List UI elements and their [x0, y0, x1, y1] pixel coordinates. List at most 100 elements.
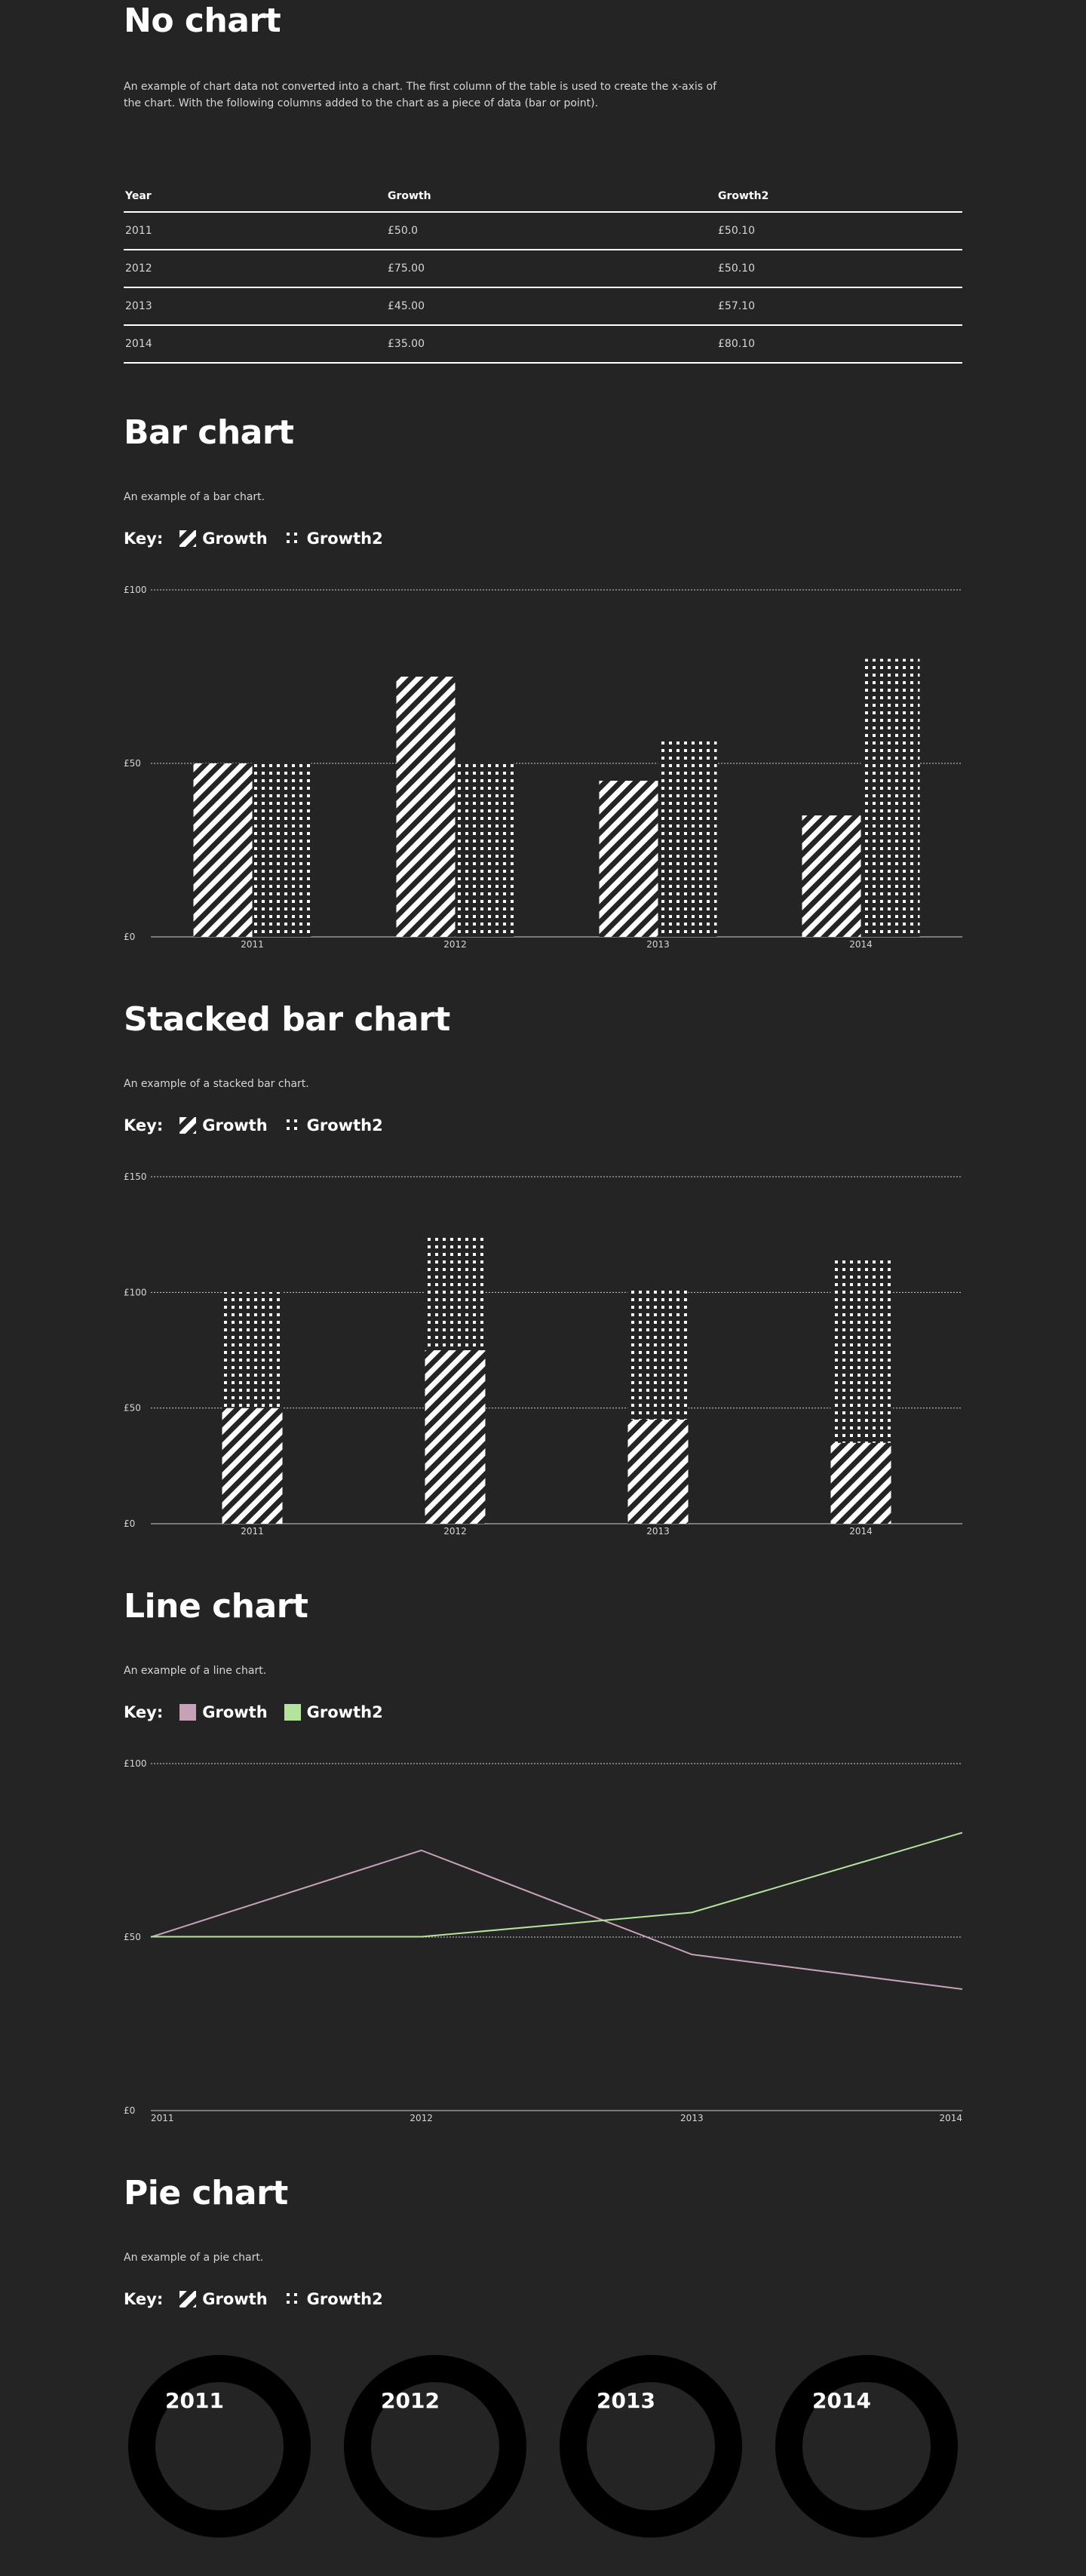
legend-label: Growth	[202, 1116, 268, 1134]
pie-chart-2013: 2013	[555, 2350, 742, 2538]
key-label: Key:	[124, 2290, 164, 2308]
table-cell: 2012	[124, 250, 386, 288]
pie-year-label: 2012	[381, 2388, 440, 2413]
key-label: Key:	[124, 1703, 164, 1721]
bar-growth2	[658, 738, 717, 937]
x-tick-label: 2012	[443, 939, 467, 950]
y-tick-label: £100	[124, 1758, 147, 1769]
x-tick-label: 2013	[646, 939, 670, 950]
stripe-swatch-icon	[179, 530, 197, 547]
table-cell: £57.10	[716, 287, 962, 326]
table-cell: 2014	[124, 325, 386, 364]
no-chart-title: No chart	[124, 2, 281, 40]
dots-swatch-icon	[284, 2291, 301, 2307]
table-cell: £80.10	[716, 325, 962, 364]
stacked-bar-growth2	[627, 1287, 689, 1420]
bar-growth	[599, 781, 658, 937]
bar-growth2	[252, 763, 311, 937]
pie-year-label: 2014	[812, 2388, 871, 2413]
pie-ring	[560, 2355, 742, 2538]
y-tick-label: £0	[124, 932, 135, 942]
x-tick-label: 2011	[241, 1526, 264, 1537]
bar-chart: £0 £50 £100 2011 2012 2013 2014	[124, 585, 962, 950]
legend-item-growth2: Growth2	[284, 2290, 383, 2308]
legend-label: Growth2	[306, 1116, 383, 1134]
y-tick-label: £0	[124, 1518, 135, 1529]
y-tick-label: £50	[124, 758, 141, 769]
legend-item-growth: Growth	[179, 1703, 268, 1721]
key-label: Key:	[124, 1116, 164, 1134]
y-tick-label: £100	[124, 585, 147, 595]
stacked-bar-growth2	[425, 1234, 486, 1350]
pie-chart-title: Pie chart	[124, 2174, 288, 2212]
table-cell: £50.10	[716, 212, 962, 250]
no-chart-description: An example of chart data not converted i…	[124, 81, 717, 109]
stacked-bar-growth	[830, 1442, 891, 1524]
y-tick-label: £100	[124, 1287, 147, 1297]
pie-year-label: 2013	[597, 2388, 655, 2413]
line-series-growth	[150, 1849, 963, 1990]
y-tick-label: £50	[124, 1403, 141, 1414]
pie-year-label: 2011	[165, 2388, 224, 2413]
x-tick-label: 2013	[680, 2113, 704, 2123]
table-cell: £45.00	[386, 287, 716, 326]
table-cell: £50.10	[716, 250, 962, 288]
bar-growth2	[455, 763, 514, 937]
table-header-growth2: Growth2	[716, 181, 962, 213]
pie-chart-2014: 2014	[771, 2350, 958, 2538]
table-row: 2011 £50.0 £50.10	[124, 212, 962, 250]
line-series-growth2	[151, 1831, 963, 1938]
stacked-bar-chart: £0 £50 £100 £150 2011 2012 2013 2014	[124, 1171, 962, 1537]
stacked-bar-chart-key: Key: Growth Growth2	[124, 1116, 400, 1134]
table-row: 2014 £35.00 £80.10	[124, 325, 962, 364]
line-chart-key: Key: Growth Growth2	[124, 1703, 400, 1721]
line-chart-description: An example of a line chart.	[124, 1665, 267, 1677]
bar-chart-title: Bar chart	[124, 413, 294, 452]
stacked-bar-growth	[425, 1350, 486, 1524]
bar-growth	[396, 677, 456, 937]
pie-chart-description: An example of a pie chart.	[124, 2252, 264, 2264]
y-tick-label: £150	[124, 1171, 147, 1182]
bar-chart-key: Key: Growth Growth2	[124, 530, 400, 548]
legend-item-growth2: Growth2	[284, 1116, 383, 1134]
x-tick-label: 2014	[849, 1526, 873, 1537]
growth-color-swatch-icon	[179, 1704, 197, 1721]
pie-chart-2011: 2011	[124, 2350, 311, 2538]
x-tick-label: 2011	[241, 939, 264, 950]
bar-chart-description: An example of a bar chart.	[124, 491, 265, 503]
x-tick-label: 2012	[443, 1526, 467, 1537]
key-label: Key:	[124, 530, 164, 548]
y-tick-label: £50	[124, 1932, 141, 1942]
bar-growth	[193, 763, 253, 937]
growth2-color-swatch-icon	[284, 1704, 301, 1721]
dots-swatch-icon	[284, 1117, 301, 1134]
y-tick-label: £0	[124, 2105, 135, 2116]
x-tick-label: 2011	[151, 2113, 174, 2123]
table-cell: 2011	[124, 212, 386, 250]
table-cell: £35.00	[386, 325, 716, 364]
stacked-bar-growth2	[830, 1257, 891, 1443]
table-cell: 2013	[124, 287, 386, 326]
dots-swatch-icon	[284, 530, 301, 547]
pie-chart-2012: 2012	[339, 2350, 526, 2538]
legend-label: Growth2	[306, 2290, 383, 2308]
stacked-bar-chart-title: Stacked bar chart	[124, 1000, 450, 1039]
table-cell: £75.00	[386, 250, 716, 288]
stacked-bar-chart-description: An example of a stacked bar chart.	[124, 1078, 309, 1090]
table-cell: £50.0	[386, 212, 716, 250]
legend-item-growth: Growth	[179, 530, 268, 548]
pie-ring	[775, 2355, 958, 2538]
line-chart-title: Line chart	[124, 1587, 308, 1626]
pie-ring	[128, 2355, 311, 2538]
stacked-bar-growth	[627, 1420, 689, 1524]
pie-chart-row: 2011 2012 2013 2014	[124, 2350, 986, 2538]
bar-growth2	[861, 659, 920, 937]
bar-growth	[802, 815, 861, 937]
x-tick-label: 2014	[939, 2113, 962, 2123]
pie-chart-key: Key: Growth Growth2	[124, 2290, 400, 2308]
line-chart: £0 £50 £100 2011 2012 2013 2014	[124, 1758, 963, 2123]
legend-label: Growth	[202, 530, 268, 548]
legend-label: Growth2	[306, 530, 383, 548]
stripe-swatch-icon	[179, 2291, 197, 2307]
stacked-bar-growth2	[222, 1292, 283, 1408]
